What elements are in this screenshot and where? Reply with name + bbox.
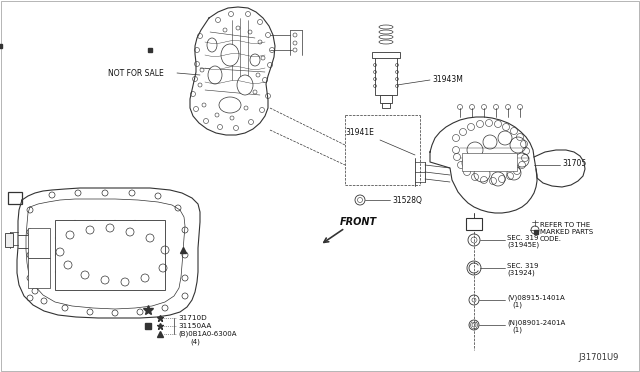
Ellipse shape <box>219 97 241 113</box>
Bar <box>28 258 50 288</box>
Text: (4): (4) <box>190 339 200 345</box>
Ellipse shape <box>208 66 222 84</box>
Bar <box>5 233 13 247</box>
Text: SEC. 319: SEC. 319 <box>507 235 538 241</box>
Text: 31943M: 31943M <box>432 74 463 83</box>
Ellipse shape <box>379 40 393 44</box>
Ellipse shape <box>379 25 393 29</box>
Text: CODE.: CODE. <box>540 236 562 242</box>
Text: A: A <box>11 195 18 203</box>
Text: 31705: 31705 <box>562 158 586 167</box>
Bar <box>372 52 400 58</box>
Text: (V)08915-1401A: (V)08915-1401A <box>507 295 564 301</box>
Text: 31941E: 31941E <box>345 128 374 137</box>
Text: A: A <box>471 221 477 231</box>
Bar <box>462 153 517 171</box>
Text: (1): (1) <box>512 302 522 308</box>
Text: (31945E): (31945E) <box>507 242 539 248</box>
Text: 31710D: 31710D <box>178 315 207 321</box>
Ellipse shape <box>237 75 253 95</box>
Ellipse shape <box>250 54 260 66</box>
Bar <box>28 228 50 258</box>
Text: J31701U9: J31701U9 <box>578 353 618 362</box>
Text: (B)0B1A0-6300A: (B)0B1A0-6300A <box>178 331 237 337</box>
Ellipse shape <box>221 44 239 66</box>
Bar <box>55 220 165 290</box>
Text: (31924): (31924) <box>507 270 535 276</box>
Bar <box>382 103 390 108</box>
Text: FRONT: FRONT <box>340 217 377 227</box>
Ellipse shape <box>207 38 217 52</box>
Bar <box>380 95 392 103</box>
Ellipse shape <box>379 30 393 34</box>
Text: SEC. 319: SEC. 319 <box>507 263 538 269</box>
Bar <box>8 192 22 204</box>
Bar <box>375 55 397 95</box>
Text: 31528Q: 31528Q <box>392 196 422 205</box>
Text: NOT FOR SALE: NOT FOR SALE <box>108 68 164 77</box>
Ellipse shape <box>379 35 393 39</box>
Text: (N)08901-2401A: (N)08901-2401A <box>507 320 565 326</box>
Text: (1): (1) <box>512 327 522 333</box>
Text: MARKED PARTS: MARKED PARTS <box>540 229 593 235</box>
Text: REFER TO THE: REFER TO THE <box>540 222 590 228</box>
Bar <box>466 218 482 230</box>
Text: 31150AA: 31150AA <box>178 323 211 329</box>
